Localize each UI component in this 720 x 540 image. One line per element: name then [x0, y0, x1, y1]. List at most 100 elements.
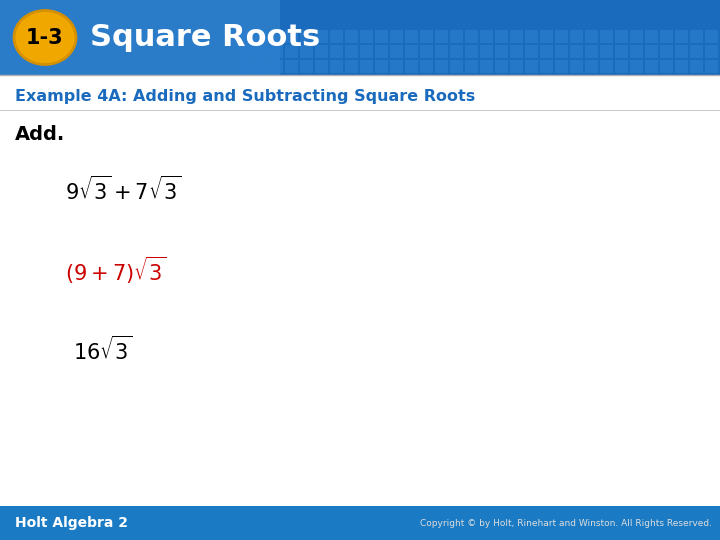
Text: 1-3: 1-3	[26, 28, 64, 48]
Bar	[495, 30, 508, 43]
Bar	[675, 30, 688, 43]
Bar	[360, 30, 373, 43]
Bar	[630, 45, 643, 58]
Bar	[555, 60, 568, 73]
Text: Square Roots: Square Roots	[90, 23, 320, 52]
Bar	[615, 45, 628, 58]
Text: $(9+7)\sqrt{3}$: $(9+7)\sqrt{3}$	[65, 254, 166, 286]
Ellipse shape	[14, 10, 76, 64]
Bar	[390, 45, 403, 58]
Bar	[285, 60, 298, 73]
Bar	[570, 45, 583, 58]
Bar	[255, 30, 268, 43]
Bar	[510, 45, 523, 58]
Bar	[315, 45, 328, 58]
Bar	[360, 45, 373, 58]
Bar	[675, 45, 688, 58]
Text: $9\sqrt{3}+7\sqrt{3}$: $9\sqrt{3}+7\sqrt{3}$	[65, 176, 181, 204]
FancyBboxPatch shape	[0, 0, 720, 75]
Text: Holt Algebra 2: Holt Algebra 2	[15, 516, 128, 530]
Bar	[705, 45, 718, 58]
Bar	[270, 45, 283, 58]
Bar	[540, 45, 553, 58]
Bar	[405, 30, 418, 43]
Bar	[510, 60, 523, 73]
Bar	[495, 60, 508, 73]
Bar	[420, 30, 433, 43]
Text: Example 4A: Adding and Subtracting Square Roots: Example 4A: Adding and Subtracting Squar…	[15, 90, 475, 105]
Bar	[420, 60, 433, 73]
Bar	[705, 60, 718, 73]
Bar	[600, 30, 613, 43]
Bar	[270, 60, 283, 73]
Bar	[615, 30, 628, 43]
Bar	[345, 45, 358, 58]
Bar	[600, 60, 613, 73]
Bar	[690, 30, 703, 43]
Bar	[465, 45, 478, 58]
Bar	[465, 60, 478, 73]
Bar	[300, 60, 313, 73]
Bar	[480, 30, 493, 43]
Bar	[330, 30, 343, 43]
Bar	[555, 45, 568, 58]
Bar	[585, 60, 598, 73]
Bar	[690, 45, 703, 58]
Bar	[690, 60, 703, 73]
Bar	[405, 45, 418, 58]
Bar	[390, 60, 403, 73]
Bar	[435, 30, 448, 43]
Bar	[315, 30, 328, 43]
Bar	[660, 60, 673, 73]
Bar	[270, 30, 283, 43]
Bar	[435, 60, 448, 73]
Bar	[345, 60, 358, 73]
Bar	[570, 30, 583, 43]
Bar	[615, 60, 628, 73]
Bar	[435, 45, 448, 58]
Bar	[705, 30, 718, 43]
Bar	[255, 45, 268, 58]
Bar	[630, 30, 643, 43]
Bar	[645, 45, 658, 58]
Bar	[285, 30, 298, 43]
Bar	[360, 60, 373, 73]
Bar	[480, 60, 493, 73]
Bar	[300, 45, 313, 58]
Bar	[375, 60, 388, 73]
FancyBboxPatch shape	[0, 506, 720, 540]
Text: $16\sqrt{3}$: $16\sqrt{3}$	[73, 336, 132, 364]
Bar	[255, 60, 268, 73]
Bar	[645, 60, 658, 73]
Bar	[315, 60, 328, 73]
Bar	[465, 30, 478, 43]
Bar	[345, 30, 358, 43]
Bar	[540, 30, 553, 43]
Bar	[525, 30, 538, 43]
Bar	[495, 45, 508, 58]
Bar	[630, 60, 643, 73]
Bar	[300, 30, 313, 43]
Bar	[585, 45, 598, 58]
Text: Add.: Add.	[15, 125, 66, 145]
Bar	[570, 60, 583, 73]
Bar	[450, 45, 463, 58]
Text: Copyright © by Holt, Rinehart and Winston. All Rights Reserved.: Copyright © by Holt, Rinehart and Winsto…	[420, 518, 712, 528]
Bar	[585, 30, 598, 43]
Bar	[660, 30, 673, 43]
Bar	[450, 60, 463, 73]
Bar	[480, 45, 493, 58]
Bar	[675, 60, 688, 73]
Bar	[375, 30, 388, 43]
Bar	[330, 60, 343, 73]
Bar	[240, 60, 253, 73]
Bar	[390, 30, 403, 43]
Bar	[405, 60, 418, 73]
Bar	[420, 45, 433, 58]
Bar	[600, 45, 613, 58]
Bar	[540, 60, 553, 73]
Bar	[555, 30, 568, 43]
Bar	[285, 45, 298, 58]
FancyBboxPatch shape	[0, 0, 280, 75]
Bar	[525, 45, 538, 58]
